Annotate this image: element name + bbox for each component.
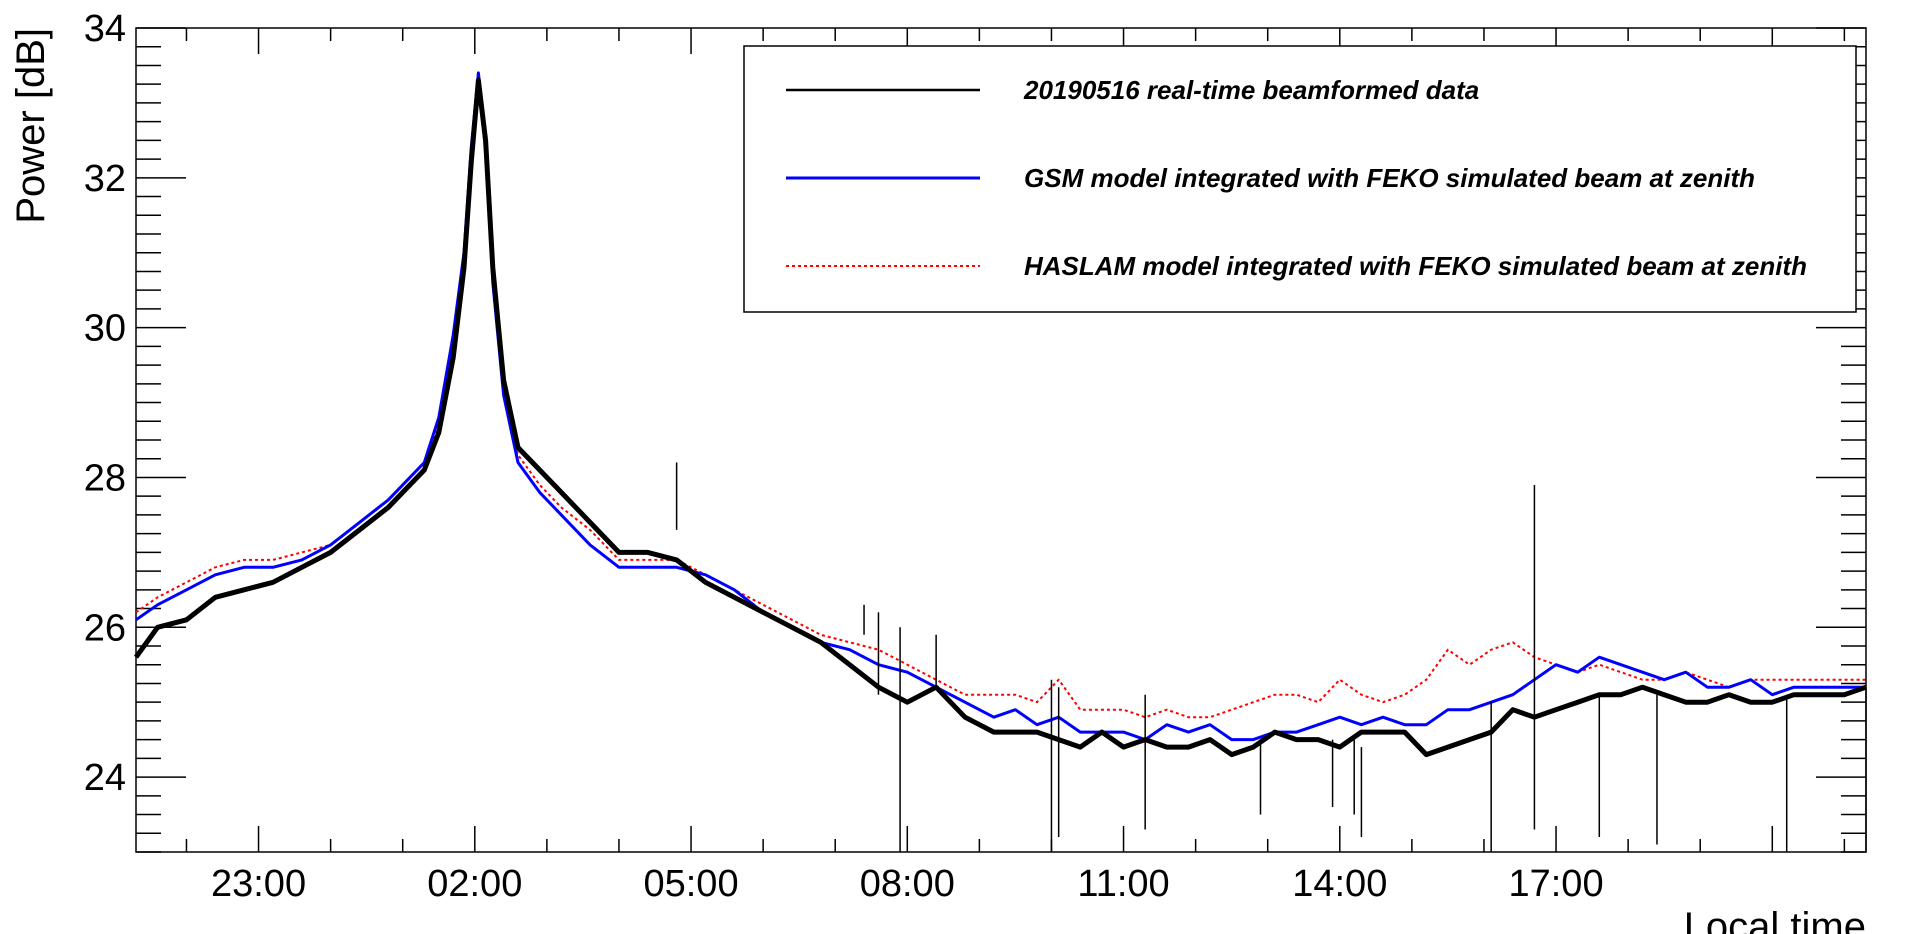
x-tick-label: 05:00 bbox=[643, 863, 738, 905]
y-tick-label: 30 bbox=[84, 308, 126, 350]
legend-label-data: 20190516 real-time beamformed data bbox=[1023, 75, 1479, 105]
x-tick-label: 23:00 bbox=[211, 863, 306, 905]
legend: 20190516 real-time beamformed data GSM m… bbox=[743, 45, 1857, 313]
y-tick-label: 34 bbox=[84, 8, 126, 50]
x-tick-label: 14:00 bbox=[1292, 863, 1387, 905]
x-axis: 23:00 02:00 05:00 08:00 11:00 14:00 17:00 bbox=[185, 28, 1846, 905]
x-tick-label: 17:00 bbox=[1508, 863, 1603, 905]
x-tick-label: 02:00 bbox=[427, 863, 522, 905]
legend-label-haslam: HASLAM model integrated with FEKO simula… bbox=[1024, 251, 1807, 281]
data-series bbox=[133, 77, 1867, 758]
y-axis-title: Power [dB] bbox=[9, 28, 53, 224]
y-tick-label: 28 bbox=[84, 457, 126, 499]
y-tick-label: 26 bbox=[84, 607, 126, 649]
gsm-series bbox=[135, 71, 1866, 742]
series-layer bbox=[133, 71, 1867, 852]
y-axis: 24 26 28 30 32 34 bbox=[84, 8, 1866, 853]
x-tick-label: 11:00 bbox=[1077, 863, 1169, 905]
x-tick-label: 08:00 bbox=[860, 863, 955, 905]
y-tick-label: 32 bbox=[84, 158, 126, 200]
y-tick-label: 24 bbox=[84, 757, 126, 799]
x-axis-title: Local time bbox=[1684, 905, 1866, 934]
legend-label-gsm: GSM model integrated with FEKO simulated… bbox=[1024, 163, 1755, 193]
